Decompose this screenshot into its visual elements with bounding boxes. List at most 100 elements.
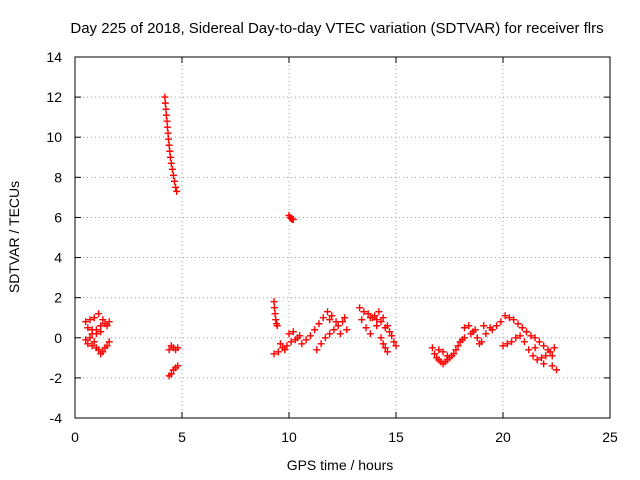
data-point-plus-marker	[364, 310, 372, 318]
data-point-plus-marker	[467, 330, 475, 338]
data-point-plus-marker	[488, 326, 496, 334]
data-point-plus-marker	[276, 340, 284, 348]
data-point-plus-marker	[480, 322, 488, 330]
data-point-plus-marker	[162, 111, 170, 119]
data-point-plus-marker	[334, 322, 342, 330]
data-point-plus-marker	[525, 346, 533, 354]
y-tick-label: 2	[54, 290, 62, 306]
data-point-plus-marker	[103, 322, 111, 330]
data-point-plus-marker	[319, 314, 327, 322]
data-point-plus-marker	[172, 183, 180, 191]
data-point-plus-marker	[501, 312, 509, 320]
y-tick-label: -4	[50, 410, 63, 426]
x-tick-label: 5	[178, 429, 186, 445]
data-point-plus-marker	[336, 330, 344, 338]
data-point-plus-marker	[460, 324, 468, 332]
data-point-plus-marker	[103, 342, 111, 350]
data-point-plus-marker	[296, 332, 304, 340]
data-point-plus-marker	[366, 330, 374, 338]
data-point-plus-marker	[339, 318, 346, 326]
data-point-plus-marker	[548, 362, 556, 370]
data-point-plus-marker	[105, 318, 113, 326]
data-point-plus-marker	[546, 348, 554, 356]
data-point-plus-marker	[540, 342, 548, 350]
data-point-plus-marker	[388, 332, 396, 340]
data-point-plus-marker	[377, 334, 385, 342]
data-point-plus-marker	[173, 187, 181, 195]
y-axis-label: SDTVAR / TECUs	[6, 181, 22, 293]
series-cluster-0.5-1.6h	[82, 310, 113, 358]
data-point-plus-marker	[452, 346, 460, 354]
x-tick-label: 25	[602, 429, 618, 445]
data-point-plus-marker	[165, 135, 173, 143]
series-cluster-13.3-15.0h	[356, 304, 400, 356]
data-point-plus-marker	[324, 308, 332, 316]
x-tick-label: 15	[388, 429, 404, 445]
data-point-plus-marker	[302, 336, 310, 344]
data-point-plus-marker	[165, 346, 173, 354]
data-point-plus-marker	[315, 320, 323, 328]
data-point-plus-marker	[454, 342, 462, 350]
data-point-plus-marker	[518, 324, 526, 332]
data-point-plus-marker	[503, 340, 511, 348]
data-point-plus-marker	[473, 334, 481, 342]
series-cluster-19.7-22.5h	[493, 312, 560, 374]
data-point-plus-marker	[90, 338, 98, 346]
data-point-plus-marker	[88, 330, 96, 338]
data-point-plus-marker	[311, 326, 319, 334]
data-point-plus-marker	[439, 348, 447, 356]
x-axis-label: GPS time / hours	[287, 457, 394, 473]
data-point-plus-marker	[540, 360, 548, 368]
data-point-plus-marker	[527, 332, 535, 340]
data-point-plus-marker	[306, 332, 314, 340]
data-point-plus-marker	[505, 314, 513, 322]
data-point-plus-marker	[90, 314, 98, 322]
data-point-plus-marker	[171, 177, 179, 185]
data-point-plus-marker	[535, 338, 543, 346]
data-point-plus-marker	[392, 342, 400, 350]
data-point-plus-marker	[317, 340, 325, 348]
data-point-plus-marker	[84, 324, 92, 332]
data-point-plus-marker	[167, 370, 175, 378]
y-tick-label: -2	[50, 370, 63, 386]
data-point-plus-marker	[379, 340, 387, 348]
data-point-plus-marker	[523, 328, 531, 336]
data-point-plus-marker	[88, 342, 96, 350]
data-point-plus-marker	[99, 348, 107, 356]
data-point-plus-marker	[313, 346, 321, 354]
data-point-plus-marker	[281, 346, 289, 354]
data-point-plus-marker	[520, 338, 528, 346]
series-cluster-9.3-9.4h	[270, 298, 281, 330]
data-point-plus-marker	[356, 304, 364, 312]
data-point-plus-marker	[531, 344, 539, 352]
data-point-plus-marker	[169, 171, 177, 179]
data-point-plus-marker	[274, 348, 282, 356]
data-point-plus-marker	[164, 129, 172, 137]
data-point-plus-marker	[499, 342, 507, 350]
x-tick-label: 10	[281, 429, 297, 445]
data-point-plus-marker	[341, 314, 349, 322]
data-point-plus-marker	[460, 334, 468, 342]
series-cluster-9.3-12.7h	[270, 308, 351, 358]
data-point-plus-marker	[270, 350, 278, 358]
data-point-plus-marker	[471, 326, 479, 334]
data-point-plus-marker	[97, 322, 105, 330]
data-point-plus-marker	[383, 348, 391, 356]
data-point-plus-marker	[514, 320, 522, 328]
data-point-plus-marker	[273, 322, 281, 330]
data-point-plus-marker	[92, 326, 100, 334]
data-point-plus-marker	[529, 352, 537, 360]
data-point-plus-marker	[287, 338, 295, 346]
data-point-plus-marker	[508, 338, 516, 346]
data-point-plus-marker	[167, 159, 175, 167]
data-point-plus-marker	[161, 99, 169, 107]
data-point-plus-marker	[383, 322, 391, 330]
data-point-plus-marker	[497, 318, 505, 326]
data-point-plus-marker	[174, 362, 182, 370]
data-point-plus-marker	[366, 314, 374, 322]
data-point-plus-marker	[270, 304, 278, 312]
data-point-plus-marker	[512, 334, 520, 342]
x-axis-ticks: 0 5 10 15 20 25	[71, 57, 618, 445]
data-point-plus-marker	[386, 328, 394, 336]
